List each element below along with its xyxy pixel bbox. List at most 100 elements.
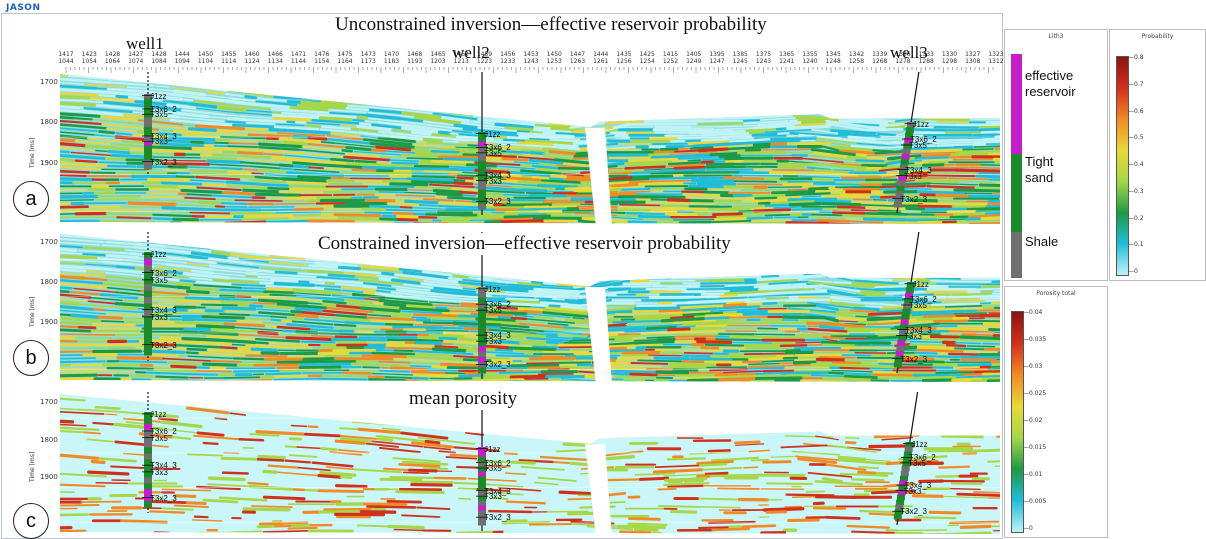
- colorbar-tick: —0.8: [1128, 54, 1144, 61]
- time-tick-label: 1800: [40, 118, 58, 126]
- colorbar-tick: —0.01: [1023, 471, 1042, 478]
- horizon-label: T3x3: [484, 337, 502, 346]
- well-log-segment: [144, 122, 152, 127]
- panel-c-title: mean porosity: [404, 388, 522, 410]
- horizon-label: T3x2_3: [900, 355, 927, 364]
- colorbar-tick: —0.7: [1128, 81, 1144, 88]
- horizon-label: T3x5: [150, 276, 168, 285]
- time-tick-label: 1900: [40, 318, 58, 326]
- well-log-segment: [144, 442, 152, 448]
- well-log-segment: [897, 495, 905, 500]
- time-tick-label: 1900: [40, 473, 58, 481]
- well-log-segment: [478, 319, 486, 325]
- porosity-colorbar: Porosity total —0.04 —0.035 —0.03 —0.025 —0.…: [1004, 286, 1108, 538]
- time-tick-label: 1800: [40, 436, 58, 444]
- horizon-label: J1zz: [484, 130, 500, 139]
- probability-colorbar: Probability —0.8 —0.7 —0.6 —0.5 —0.4 —0.3 —0.2…: [1109, 29, 1206, 281]
- panel-c-letter: c: [13, 503, 49, 539]
- well-log-segment: [478, 476, 486, 481]
- well-log-segment: [144, 483, 152, 489]
- colorbar-tick: —0.04: [1023, 309, 1042, 316]
- horizon-label: J1zz: [484, 285, 500, 294]
- time-axis-label: Time [ms]: [29, 452, 36, 482]
- time-tick-label: 1700: [40, 398, 58, 406]
- well-log-segment: [144, 291, 152, 298]
- lith-legend-title: Lith3: [1005, 33, 1107, 40]
- well-log-segment: [144, 477, 152, 483]
- well-log-segment: [896, 346, 904, 352]
- time-tick-label: 1700: [40, 78, 58, 86]
- well-log-segment: [902, 314, 910, 320]
- horizon-label: T3x3: [484, 492, 502, 501]
- horizon-label: T3x3: [904, 172, 922, 181]
- well-log-segment: [897, 180, 905, 186]
- horizon-label: T3x2_3: [150, 494, 177, 503]
- lith-label-shale: Shale: [1025, 234, 1058, 250]
- seismic-panel-1: [60, 72, 1000, 228]
- colorbar-tick: —0.5: [1128, 134, 1144, 141]
- well-log-segment: [478, 161, 486, 166]
- well-log-segment: [901, 471, 909, 476]
- colorbar-tick: —0.03: [1023, 363, 1042, 370]
- colorbar-tick: —0.2: [1128, 215, 1144, 222]
- horizon-label: J1zz: [912, 120, 928, 129]
- horizon-label: J1zz: [150, 410, 166, 419]
- well-log-segment: [478, 501, 486, 506]
- time-axis-label: Time [ms]: [29, 138, 36, 168]
- horizon-label: T3x3: [150, 137, 168, 146]
- time-axis-label: Time [ms]: [29, 297, 36, 327]
- colorbar-tick: —0.3: [1128, 188, 1144, 195]
- well1-label: well1: [126, 34, 164, 54]
- colorbar-tick: —0.6: [1128, 108, 1144, 115]
- horizon-label: J1zz: [150, 250, 166, 259]
- probability-colorbar-title: Probability: [1110, 33, 1205, 40]
- horizon-label: T3x2_3: [150, 158, 177, 167]
- colorbar-tick: —0.4: [1128, 161, 1144, 168]
- horizon-label: T3x5: [484, 464, 502, 473]
- colorbar-tick: —0.015: [1023, 444, 1046, 451]
- well-log-segment: [144, 284, 152, 291]
- colorbar-tick: —0.035: [1023, 336, 1046, 343]
- lith-label-tight-sand: Tight sand: [1025, 154, 1085, 186]
- well-log-segment: [144, 454, 152, 460]
- time-tick-label: 1900: [40, 159, 58, 167]
- well-log-segment: [144, 150, 152, 155]
- well-log-segment: [478, 352, 486, 358]
- well-log-segment: [144, 323, 152, 330]
- well-log-segment: [897, 340, 905, 346]
- horizon-label: T3x2_3: [484, 360, 511, 369]
- horizon-label: J1zz: [911, 440, 927, 449]
- porosity-colorbar-title: Porosity total: [1005, 290, 1107, 297]
- horizon-label: J1zz: [912, 280, 928, 289]
- horizon-label: T3x2_3: [900, 195, 927, 204]
- colorbar-tick: —0.025: [1023, 390, 1046, 397]
- horizon-label: T3x3: [150, 313, 168, 322]
- horizon-label: T3x3: [904, 332, 922, 341]
- well-log-segment: [896, 500, 904, 505]
- seismic-panel-2: [60, 232, 1000, 386]
- well-log-segment: [478, 190, 486, 195]
- horizon-label: T3x2_3: [150, 341, 177, 350]
- colorbar-tick: —0: [1128, 268, 1138, 275]
